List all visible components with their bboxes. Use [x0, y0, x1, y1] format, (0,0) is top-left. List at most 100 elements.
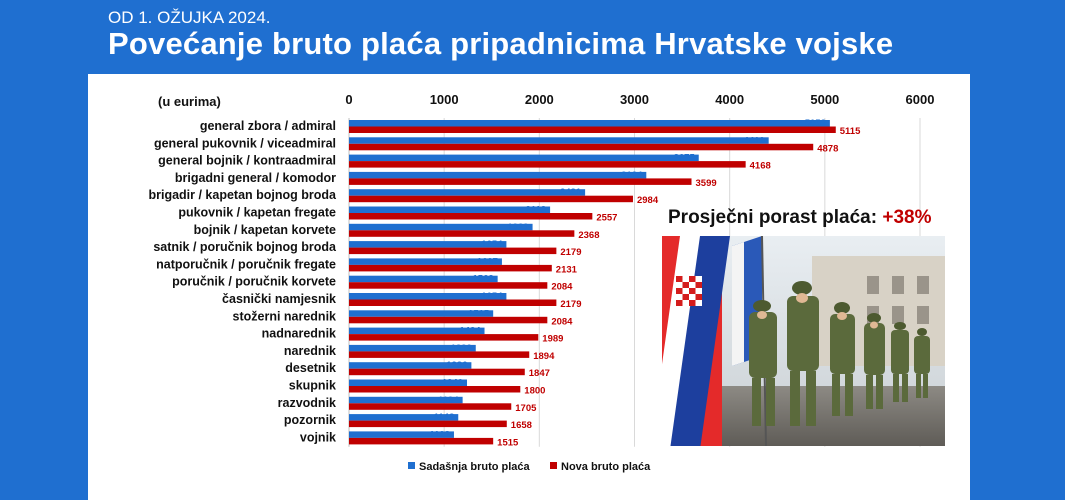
bar-current [349, 137, 769, 144]
category-label: časnički namjesnik [222, 292, 336, 306]
data-label-current: 3675 [674, 153, 696, 164]
bar-current [349, 275, 498, 283]
bar-new [349, 403, 512, 410]
category-label: nadnarednik [262, 327, 336, 341]
bar-current [349, 154, 699, 162]
data-label-current: 1562 [473, 274, 494, 285]
bar-new [349, 143, 814, 151]
x-tick-label: 5000 [810, 92, 839, 107]
data-label-new: 1515 [497, 437, 519, 448]
data-label-current: 1194 [438, 395, 459, 406]
data-label-current: 4410 [744, 135, 765, 146]
data-label-current: 3124 [621, 170, 643, 181]
x-tick-label: 0 [345, 92, 352, 107]
data-label-new: 2368 [578, 230, 599, 241]
bar-new [349, 334, 539, 341]
x-tick-label: 4000 [715, 92, 744, 107]
category-label: natporučnik / poručnik fregate [156, 257, 336, 271]
page-title: Povećanje bruto plaća pripadnicima Hrvat… [108, 26, 894, 61]
data-label-current: 2481 [560, 187, 582, 198]
legend-swatch-current [408, 462, 415, 469]
data-label-current: 1654 [481, 239, 503, 250]
average-increase-callout: Prosječni porast plaća: +38% [668, 207, 931, 229]
category-label: stožerni narednik [233, 309, 337, 323]
bar-new [349, 247, 557, 255]
bar-new [349, 299, 557, 306]
category-label: brigadni general / komodor [175, 171, 336, 185]
average-increase-label: Prosječni porast plaća: [668, 207, 878, 228]
bar-current [349, 344, 476, 352]
bar-new [349, 230, 575, 237]
category-label: desetnik [285, 361, 336, 375]
category-label: general pukovnik / viceadmiral [154, 136, 336, 150]
category-label: skupnik [289, 379, 336, 393]
page-subtitle: OD 1. OŽUJKA 2024. [108, 8, 271, 27]
data-label-current: 1929 [507, 222, 528, 233]
header-bar [88, 0, 970, 74]
data-label-current: 5053 [805, 118, 826, 129]
data-label-new: 1705 [515, 403, 537, 414]
data-label-new: 1800 [524, 386, 545, 397]
data-label-current: 1607 [477, 256, 498, 267]
data-label-current: 1103 [429, 429, 450, 440]
data-label-new: 2084 [551, 316, 573, 327]
bar-new [349, 126, 836, 133]
data-label-current: 1148 [434, 412, 455, 423]
data-label-new: 1894 [533, 351, 555, 362]
data-label-new: 5115 [840, 126, 861, 137]
category-label: general zbora / admiral [200, 119, 336, 133]
data-label-current: 1332 [451, 343, 472, 354]
bar-current [349, 414, 459, 421]
data-label-current: 1515 [468, 308, 490, 319]
data-label-new: 2984 [637, 195, 659, 206]
bar-current [349, 258, 502, 265]
category-label: general bojnik / kontraadmiral [158, 154, 336, 168]
data-label-new: 4878 [817, 143, 838, 154]
category-label: brigadir / kapetan bojnog broda [148, 188, 337, 202]
bar-new [349, 351, 530, 358]
bar-new [349, 420, 507, 428]
bar-new [349, 178, 692, 185]
legend-swatch-new [550, 462, 557, 469]
data-label-new: 2179 [560, 299, 581, 310]
bar-current [349, 379, 468, 386]
data-label-current: 1240 [442, 378, 463, 389]
category-label: pukovnik / kapetan fregate [178, 206, 336, 220]
x-tick-label: 2000 [525, 92, 554, 107]
soldiers-parade-photo [662, 236, 945, 446]
unit-label: (u eurima) [158, 94, 221, 109]
category-label: poručnik / poručnik korvete [172, 275, 336, 289]
bar-current [349, 396, 463, 404]
data-label-new: 1658 [511, 420, 532, 431]
bar-new [349, 282, 548, 289]
data-label-new: 2557 [596, 213, 617, 224]
data-label-new: 4168 [750, 161, 771, 172]
bar-current [349, 293, 507, 300]
x-tick-label: 3000 [620, 92, 649, 107]
category-label: razvodnik [278, 396, 336, 410]
category-label: satnik / poručnik bojnog broda [153, 240, 337, 254]
bar-current [349, 327, 485, 335]
bar-new [349, 386, 521, 393]
bar-new [349, 437, 494, 445]
data-label-current: 1424 [459, 326, 481, 337]
bar-current [349, 223, 533, 231]
data-label-new: 1847 [529, 368, 550, 379]
bar-new [349, 213, 593, 220]
bar-current [349, 241, 507, 248]
bar-current [349, 362, 472, 369]
data-label-new: 2179 [560, 247, 581, 258]
data-label-new: 2131 [556, 264, 578, 275]
category-label: vojnik [300, 430, 336, 444]
data-label-current: 2113 [525, 205, 546, 216]
category-label: bojnik / kapetan korvete [194, 223, 336, 237]
bar-current [349, 189, 586, 196]
x-tick-label: 1000 [430, 92, 459, 107]
bar-current [349, 431, 454, 438]
bar-new [349, 368, 525, 376]
bar-current [349, 171, 647, 179]
bar-current [349, 310, 494, 317]
category-label: narednik [284, 344, 336, 358]
bar-new [349, 161, 746, 168]
